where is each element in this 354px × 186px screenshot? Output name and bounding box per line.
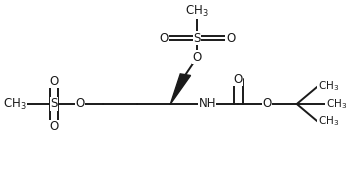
Text: CH$_3$: CH$_3$ [318,115,339,128]
Text: CH$_3$: CH$_3$ [3,97,27,112]
Text: S: S [193,32,201,44]
Polygon shape [170,74,190,104]
Text: O: O [49,120,59,133]
Text: O: O [75,97,85,110]
Text: O: O [234,73,243,86]
Text: NH: NH [198,97,216,110]
Text: O: O [193,51,202,64]
Text: CH$_3$: CH$_3$ [326,97,347,111]
Text: O: O [263,97,272,110]
Text: O: O [49,75,59,88]
Text: S: S [50,97,58,110]
Text: CH$_3$: CH$_3$ [318,80,339,94]
Text: O: O [226,32,235,44]
Text: CH$_3$: CH$_3$ [185,4,209,19]
Text: O: O [159,32,168,44]
